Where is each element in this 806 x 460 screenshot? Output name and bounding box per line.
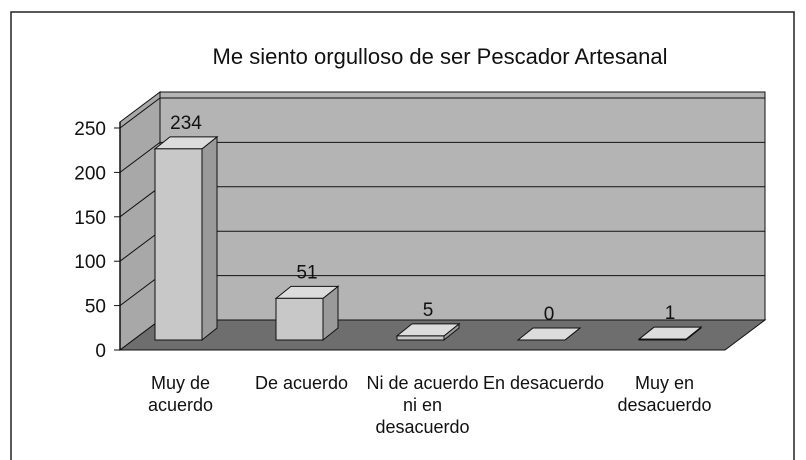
y-tick-label: 50 — [85, 297, 106, 318]
bar-face — [638, 338, 687, 341]
bar-face — [275, 297, 324, 341]
grid-line — [119, 141, 765, 173]
data-label: 51 — [296, 262, 317, 283]
x-tick-label: Ni de acuerdo ni en desacuerdo — [366, 373, 479, 437]
bar-face — [396, 335, 445, 341]
bar-face — [154, 148, 203, 341]
data-label: 234 — [170, 113, 202, 134]
chart-title: Me siento orgulloso de ser Pescador Arte… — [213, 44, 668, 69]
y-tick-label: 0 — [95, 341, 106, 362]
data-label: 1 — [665, 303, 676, 324]
y-tick-label: 250 — [74, 119, 106, 140]
x-tick-label: En desacuerdo — [482, 373, 605, 393]
data-label: 0 — [544, 304, 555, 325]
y-tick-label: 200 — [74, 163, 106, 184]
bar — [274, 285, 340, 342]
bar — [153, 135, 219, 342]
side-wall — [119, 91, 161, 351]
frame — [10, 11, 795, 460]
y-tick-label: 150 — [74, 208, 106, 229]
x-tick-label: Muy en desacuerdo — [617, 373, 712, 415]
bar-face — [201, 135, 218, 342]
x-tick-label: De acuerdo — [254, 373, 349, 393]
data-label: 5 — [423, 300, 434, 321]
bar — [395, 322, 461, 342]
bar — [516, 327, 582, 341]
y-tick-label: 100 — [74, 252, 106, 273]
bar — [637, 326, 703, 342]
grid-line — [119, 97, 765, 129]
bar-face — [516, 327, 582, 341]
x-tick-label: Muy de acuerdo — [147, 373, 214, 415]
back-wall — [159, 91, 766, 321]
